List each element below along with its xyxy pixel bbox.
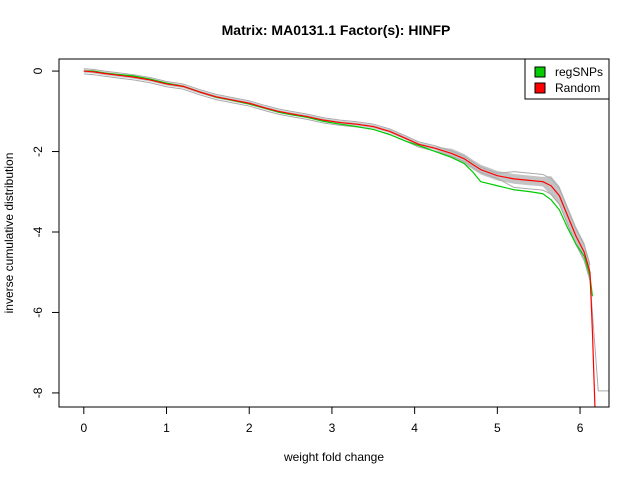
random-run-line-1 — [83, 68, 591, 266]
random-envelope-band — [83, 69, 590, 282]
legend-swatch — [534, 66, 546, 78]
x-tick-label: 5 — [494, 421, 501, 435]
series-line-random — [83, 70, 596, 408]
random-run-tail — [589, 280, 609, 392]
plot-frame — [58, 58, 610, 408]
x-axis-label: weight fold change — [283, 450, 384, 464]
x-tick-label: 0 — [80, 421, 87, 435]
envelope-area — [83, 69, 590, 282]
x-tick-label: 6 — [577, 421, 584, 435]
series-lines — [83, 70, 596, 408]
legend-label: regSNPs — [555, 65, 603, 79]
x-axis: 0 1 2 3 4 5 6 — [80, 407, 584, 435]
y-tick-label: -6 — [31, 307, 45, 318]
legend-swatch — [534, 82, 546, 94]
x-tick-label: 1 — [163, 421, 170, 435]
legend-label: Random — [555, 81, 600, 95]
y-tick-label: -2 — [31, 146, 45, 157]
y-axis: 0 -2 -4 -6 -8 — [31, 67, 59, 398]
y-tick-label: -4 — [31, 226, 45, 237]
y-tick-label: -8 — [31, 387, 45, 398]
random-simulation-lines — [83, 68, 609, 392]
chart-title: Matrix: MA0131.1 Factor(s): HINFP — [222, 22, 451, 38]
x-tick-label: 2 — [246, 421, 253, 435]
x-tick-label: 3 — [329, 421, 336, 435]
x-tick-label: 4 — [411, 421, 418, 435]
y-axis-label: inverse cumulative distribution — [2, 153, 16, 314]
legend: regSNPs Random — [524, 58, 610, 100]
y-tick-label: 0 — [31, 67, 45, 74]
